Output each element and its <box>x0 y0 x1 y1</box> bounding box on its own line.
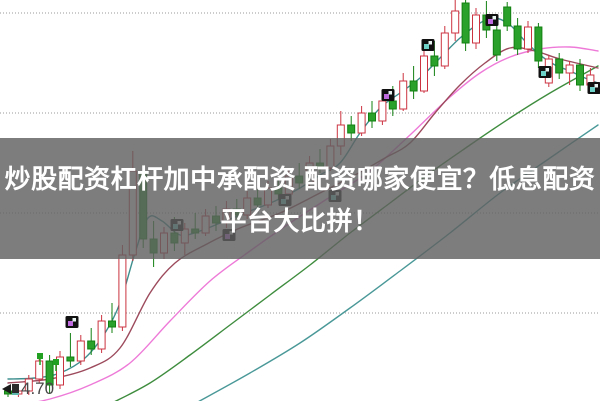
signal-glyph <box>488 19 493 24</box>
candle-up <box>451 10 460 34</box>
candle-up <box>378 100 387 122</box>
candle-up <box>35 360 44 380</box>
candle-up <box>440 32 449 67</box>
candle-down <box>45 360 54 386</box>
candle-down <box>368 112 376 122</box>
candle-down <box>66 356 75 362</box>
candle-up <box>565 64 574 74</box>
signal-glyph-dot <box>72 318 76 322</box>
candle-down <box>492 29 501 56</box>
candle-down <box>409 80 418 92</box>
candle-down <box>576 64 584 86</box>
candle-down <box>513 25 522 50</box>
candle-down <box>503 6 512 27</box>
candle-down <box>87 340 96 350</box>
candle-down <box>388 100 397 110</box>
candle-up <box>118 254 127 328</box>
candle-down <box>108 320 116 328</box>
signal-glyph <box>541 71 546 76</box>
candle-down <box>555 58 564 74</box>
headline-overlay-band: 炒股配资杠杆加中承配资 配资哪家便宜？低息配资 平台大比拼！ <box>0 138 600 259</box>
mini-signal-box-icon <box>12 383 19 395</box>
candle-up <box>524 26 532 50</box>
flag-marker <box>37 353 43 359</box>
signal-glyph-dot <box>594 84 598 88</box>
candle-down <box>347 124 356 134</box>
candle-up <box>76 340 85 362</box>
signal-glyph-dot <box>428 41 432 45</box>
signal-glyph <box>590 87 595 92</box>
left-arrow-icon <box>2 384 11 394</box>
signal-glyph <box>68 321 73 326</box>
headline-line-2: 平台大比拼！ <box>220 205 380 236</box>
candle-up <box>97 320 106 350</box>
candle-down <box>461 2 470 44</box>
signal-glyph <box>384 94 389 99</box>
signal-glyph-dot <box>388 91 392 95</box>
signal-glyph <box>424 44 429 49</box>
candle-up <box>24 378 33 392</box>
candle-down <box>534 26 543 62</box>
candle-up <box>399 80 408 110</box>
headline-line-1: 炒股配资杠杆加中承配资 配资哪家便宜？低息配资 <box>4 163 596 194</box>
price-low-value: 4.70 <box>21 379 55 398</box>
candle-up <box>357 112 366 134</box>
flag-marker <box>53 359 59 365</box>
candle-up <box>420 55 428 92</box>
price-low-label: 4.70 <box>2 380 54 398</box>
signal-glyph-dot <box>545 68 549 72</box>
candle-up <box>472 14 480 44</box>
signal-glyph-dot <box>492 16 496 20</box>
candle-down <box>430 55 439 67</box>
